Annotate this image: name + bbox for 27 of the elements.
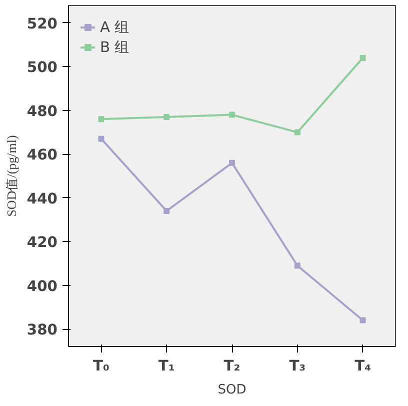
y-tick-label: 400 — [26, 278, 58, 295]
point — [360, 317, 366, 324]
y-tick-label: 440 — [26, 190, 58, 208]
y-tick-label: 520 — [26, 15, 58, 32]
x-tick-label: T₀ — [92, 358, 110, 374]
point — [98, 116, 104, 122]
y-tick-label: 420 — [26, 234, 58, 252]
y-tick-label: 500 — [26, 59, 58, 76]
point — [229, 112, 235, 118]
point — [294, 129, 300, 136]
y-tick-label: 480 — [26, 102, 58, 120]
legend-label: B 组 — [100, 38, 130, 56]
x-tick-label: T₃ — [289, 358, 306, 374]
y-tick-label: 460 — [26, 146, 58, 164]
x-tick-label: T₂ — [224, 358, 240, 374]
point — [98, 136, 104, 142]
y-axis-title: SOD值/(pg/ml) — [4, 135, 19, 217]
point — [164, 114, 170, 120]
x-axis-title: SOD — [218, 382, 246, 398]
y-tick-label: 380 — [26, 322, 58, 339]
point — [164, 208, 170, 214]
point — [294, 262, 300, 269]
point — [360, 54, 366, 61]
x-tick-label: T₄ — [354, 358, 372, 374]
x-tick-label: T₁ — [158, 358, 175, 374]
point — [229, 160, 235, 166]
legend-label: A 组 — [100, 18, 130, 36]
